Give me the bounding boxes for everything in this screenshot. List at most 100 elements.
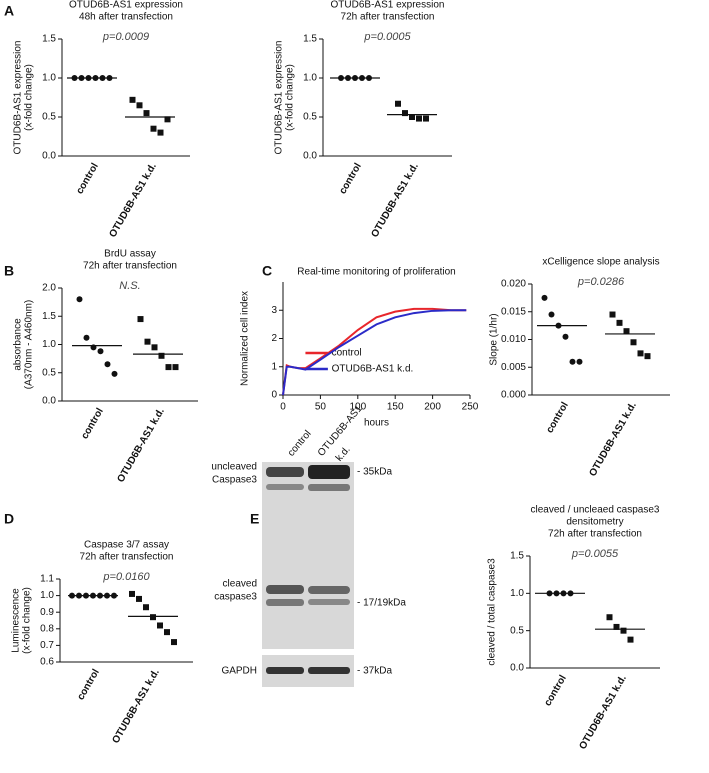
y-tick-label: 2.0 <box>42 283 56 294</box>
x-tick-label: OTUD6B-AS1 k.d. <box>115 406 167 484</box>
y-tick-label: 0.5 <box>42 367 56 378</box>
data-point <box>395 100 401 107</box>
data-point <box>129 96 136 103</box>
panel-label: C <box>262 263 272 279</box>
row-label: GAPDH <box>221 666 257 677</box>
data-point <box>423 115 429 122</box>
data-point <box>137 316 144 323</box>
x-tick-label: OTUD6B-AS1 k.d. <box>107 161 159 239</box>
x-tick-label: OTUD6B-AS1 k.d. <box>110 667 162 745</box>
y-tick-label: 0.7 <box>40 640 54 651</box>
blot-band <box>266 467 304 477</box>
y-tick-label: 1.5 <box>510 551 524 562</box>
annotation: p=0.0055 <box>571 548 619 560</box>
data-point <box>83 334 90 341</box>
y-tick-label: 3 <box>271 305 277 316</box>
western-blot: control OTUD6B-AS1 k.d. uncleaved Caspas… <box>211 403 406 687</box>
data-point <box>164 629 170 636</box>
data-point <box>409 114 415 120</box>
lane-label: control <box>286 429 314 459</box>
x-tick-label: control <box>544 400 571 435</box>
x-tick-label: 100 <box>349 402 366 413</box>
x-tick-label: control <box>542 673 569 708</box>
data-point <box>171 639 177 646</box>
data-point <box>150 125 157 132</box>
y-tick-label: 1.0 <box>303 73 317 84</box>
y-tick-label: 1.0 <box>42 73 56 84</box>
data-point <box>164 116 171 123</box>
y-tick-label: 1.1 <box>40 574 54 585</box>
y-tick-label: 2 <box>271 333 277 344</box>
y-tick-label: 0.005 <box>501 362 526 373</box>
y-axis-label: (x-fold change) <box>285 64 296 131</box>
y-tick-label: 0.8 <box>40 623 54 634</box>
data-point <box>151 344 158 351</box>
annotation: p=0.0286 <box>577 276 625 288</box>
annotation: p=0.0160 <box>102 571 150 583</box>
x-tick-label: 200 <box>424 402 441 413</box>
data-point <box>402 110 408 117</box>
y-tick-label: 0.020 <box>501 279 526 290</box>
row-label: cleaved <box>223 579 257 590</box>
y-tick-label: 1.0 <box>42 339 56 350</box>
panel-label: D <box>4 511 14 527</box>
data-point <box>143 110 150 117</box>
blot-band <box>266 599 304 606</box>
y-tick-label: 1.5 <box>42 311 56 322</box>
y-tick-label: 1 <box>271 361 277 372</box>
x-tick-label: 150 <box>387 402 404 413</box>
data-point <box>613 623 620 630</box>
x-tick-label: 50 <box>315 402 327 413</box>
chart-title: 72h after transfection <box>80 552 174 563</box>
blot-band <box>266 667 304 674</box>
data-point <box>157 129 164 136</box>
y-tick-label: 0.0 <box>42 151 56 162</box>
y-tick-label: 0.5 <box>510 625 524 636</box>
chart-title: 48h after transfection <box>79 12 173 23</box>
blot-band <box>266 484 304 490</box>
blot-band <box>308 484 350 491</box>
data-point <box>609 311 616 318</box>
x-axis-label: hours <box>364 418 389 429</box>
data-point <box>623 328 630 335</box>
panel-label: A <box>4 3 14 19</box>
panel-label: B <box>4 263 14 279</box>
blot-band <box>308 667 350 674</box>
y-tick-label: 1.5 <box>42 34 56 45</box>
data-point <box>637 350 644 357</box>
chart-title: cleaved / uncleaed caspase3 <box>531 505 660 516</box>
y-tick-label: 0.5 <box>42 112 56 123</box>
y-tick-label: 0.000 <box>501 390 526 401</box>
annotation: p=0.0009 <box>102 31 149 43</box>
x-tick-label: control <box>75 667 102 702</box>
y-tick-label: 0.0 <box>42 396 56 407</box>
x-tick-label: control <box>74 161 101 196</box>
annotation: N.S. <box>119 280 140 292</box>
chart-title: OTUD6B-AS1 expression <box>69 0 183 11</box>
data-point <box>620 627 627 634</box>
chart-title: BrdU assay <box>104 249 156 260</box>
x-tick-label: control <box>79 406 106 441</box>
data-point <box>576 358 583 365</box>
x-tick-label: OTUD6B-AS1 k.d. <box>587 400 639 478</box>
row-label: caspase3 <box>214 592 257 603</box>
y-tick-label: 0.010 <box>501 334 526 345</box>
data-point <box>97 348 104 355</box>
chart-title: xCelligence slope analysis <box>542 257 659 268</box>
data-point <box>172 364 179 371</box>
blot-band <box>308 465 350 479</box>
data-point <box>111 370 118 377</box>
annotation: p=0.0005 <box>363 31 411 43</box>
y-axis-label: OTUD6B-AS1 expression <box>13 41 24 155</box>
data-point <box>136 595 142 602</box>
y-axis-label: Luminescence <box>11 588 22 653</box>
y-tick-label: 0.0 <box>303 151 317 162</box>
lane-label: k.d. <box>334 444 353 463</box>
data-point <box>541 294 548 301</box>
data-point <box>548 311 555 318</box>
y-tick-label: 1.0 <box>40 590 54 601</box>
row-label: uncleaved <box>211 462 257 473</box>
x-tick-label: OTUD6B-AS1 k.d. <box>369 161 421 239</box>
data-point <box>630 339 637 346</box>
